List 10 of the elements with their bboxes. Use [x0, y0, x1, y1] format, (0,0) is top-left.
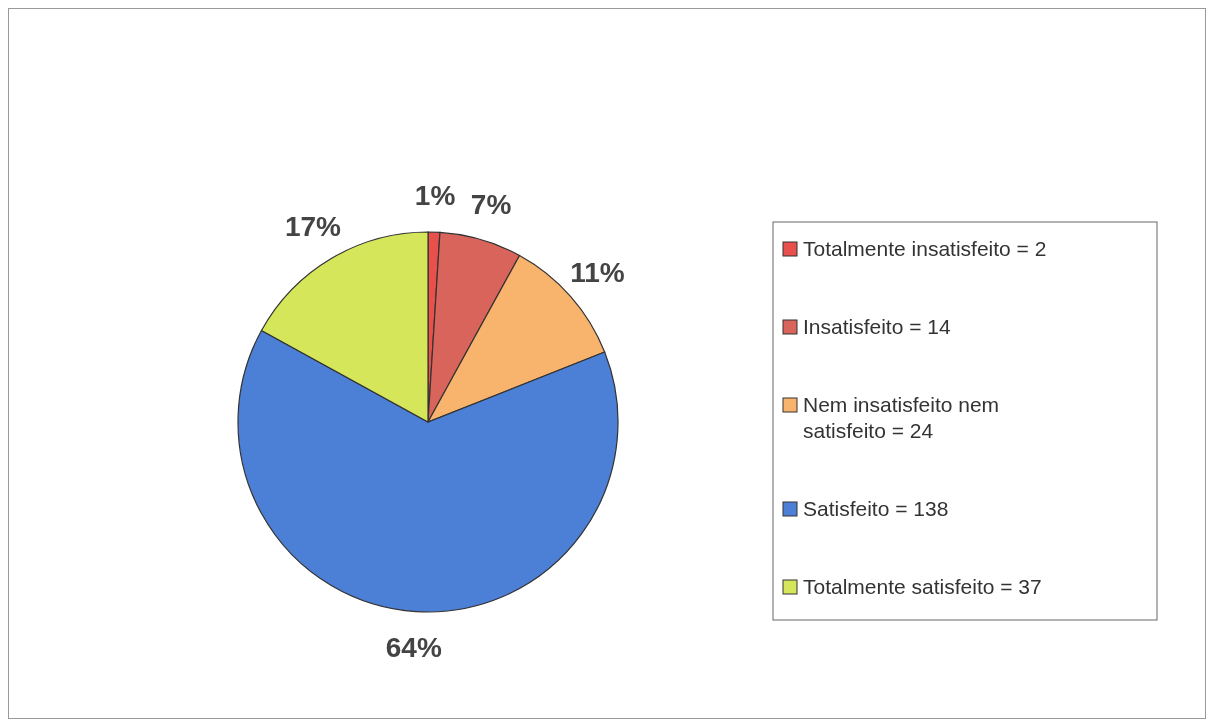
legend-label: Satisfeito = 138	[803, 497, 949, 520]
legend-label: Totalmente insatisfeito = 2	[803, 237, 1047, 260]
data-label: 64%	[385, 631, 442, 663]
data-label: 7%	[470, 188, 512, 220]
legend-label: Insatisfeito = 14	[803, 315, 951, 338]
data-label: 11%	[570, 256, 625, 288]
legend-label: Nem insatisfeito nem satisfeito = 24	[803, 393, 1000, 442]
data-label: 17%	[284, 211, 342, 243]
data-label: 1%	[414, 180, 456, 212]
legend-label: Totalmente satisfeito = 37	[803, 575, 1042, 598]
